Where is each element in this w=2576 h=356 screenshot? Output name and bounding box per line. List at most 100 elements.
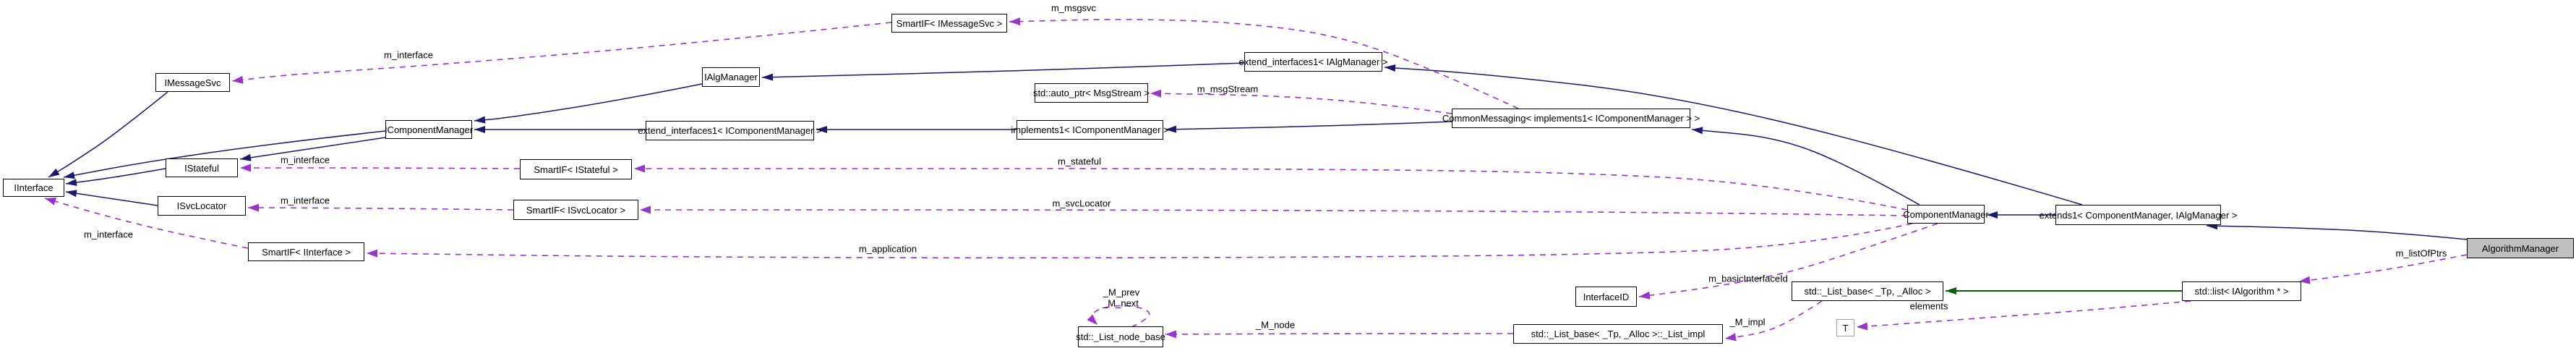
class-node-interfaceid[interactable]: InterfaceID (1575, 287, 1637, 307)
class-node-extend-interfaces1-icomponentmanager[interactable]: extend_interfaces1< IComponentManager > (638, 121, 822, 140)
class-node-label-smartif-istateful: SmartIF< IStateful > (534, 164, 618, 175)
arrowhead-list-node-base-self-loop (1087, 314, 1097, 325)
edge-commonmessaging-to-auto-ptr (1150, 93, 1452, 114)
class-node-label-ialgmanager: IAlgManager (704, 72, 758, 82)
class-node-istateful[interactable]: IStateful (166, 158, 238, 177)
class-node-label-extend-interfaces1-icomponentmanager: extend_interfaces1< IComponentManager > (638, 125, 822, 136)
edge-label-commonmessaging-to-smartif-imessagesvc: m_msgsvc (1050, 2, 1097, 14)
arrowhead-icomponentmanager-to-iinterface (64, 171, 75, 179)
edge-label-commonmessaging-to-auto-ptr: m_msgStream (1197, 83, 1259, 95)
arrowhead-commonmessaging-to-implements1 (1165, 125, 1177, 133)
edge-label-smartif-imessagesvc-to-imessagesvc: m_interface (384, 49, 433, 61)
class-node-label-std-list-base: std::_List_base< _Tp, _Alloc > (1804, 286, 1931, 297)
class-node-std-auto-ptr-msgstream[interactable]: std::auto_ptr< MsgStream > (1032, 83, 1150, 103)
arrowhead-smartif-imessagesvc-to-imessagesvc (232, 75, 244, 84)
edge-smartif-isvclocator-to-isvclocator (247, 207, 514, 211)
class-node-label-implements1-icomponentmanager: implements1< IComponentManager > (1011, 124, 1169, 135)
arrowhead-std-list-base-to-list-impl (1725, 333, 1737, 342)
class-node-isvclocator[interactable]: ISvcLocator (158, 196, 246, 216)
class-node-label-commonmessaging: CommonMessaging< implements1< IComponent… (1442, 113, 1700, 124)
arrowhead-implements1-to-extend-interfaces1-icm (816, 126, 827, 133)
edge-std-list-base-to-list-impl (1724, 300, 1823, 339)
arrowhead-istateful-to-iinterface (66, 179, 77, 187)
class-node-imessagesvc[interactable]: IMessageSvc (155, 73, 230, 92)
class-node-label-smartif-isvclocator: SmartIF< ISvcLocator > (526, 204, 626, 216)
edge-label-componentmanager-to-interfaceid: m_basicInterfaceId (1708, 273, 1788, 284)
arrowhead-std-list-to-std-list-base (1946, 287, 1956, 294)
class-node-implements1-icomponentmanager[interactable]: implements1< IComponentManager > (1011, 120, 1169, 140)
class-node-label-componentmanager: ComponentManager (1903, 208, 1989, 220)
edge-std-list-to-template-param-t (1856, 300, 2191, 328)
arrowhead-commonmessaging-to-smartif-imessagesvc (1009, 17, 1021, 26)
arrowhead-smartif-iinterface-to-iinterface (45, 197, 56, 205)
arrowhead-extends1-to-componentmanager (1987, 211, 1998, 219)
class-node-label-smartif-imessagesvc: SmartIF< IMessageSvc > (896, 17, 1003, 29)
class-node-std-list-node-base[interactable]: std::_List_node_base (1076, 326, 1165, 347)
class-node-label-interfaceid: InterfaceID (1583, 291, 1630, 302)
class-node-label-std-list-ialgorithm: std::list< IAlgorithm * > (2194, 286, 2289, 297)
class-node-icomponentmanager[interactable]: IComponentManager (384, 120, 474, 139)
class-node-iinterface[interactable]: IInterface (3, 179, 64, 197)
edge-label-std-list-to-template-param-t: elements (1909, 300, 1948, 312)
class-node-label-std-list-impl: std::_List_base< _Tp, _Alloc >::_List_im… (1531, 329, 1706, 339)
edge-smartif-istateful-to-istateful (240, 167, 521, 169)
edge-componentmanager-to-commonmessaging (1691, 129, 1920, 205)
class-node-label-icomponentmanager: IComponentManager (384, 124, 474, 135)
arrowhead-extend-interfaces1-iam-to-ialgmanager (762, 73, 774, 81)
edge-componentmanager-to-smartif-istateful (634, 168, 1908, 211)
edge-extends1-to-extend-interfaces1-iam (1384, 67, 2083, 205)
edge-istateful-to-iinterface (65, 168, 166, 185)
edge-extend-interfaces1-iam-to-ialgmanager (761, 62, 1245, 78)
class-node-label-template-param-t: T (1842, 322, 1849, 334)
class-node-ialgmanager[interactable]: IAlgManager (702, 67, 760, 87)
edge-smartif-iinterface-to-iinterface (44, 198, 249, 249)
class-node-smartif-iinterface[interactable]: SmartIF< IInterface > (248, 242, 364, 261)
edge-label-list-node-base-self-loop-0: _M_prev (1103, 287, 1140, 298)
edge-icomponentmanager-to-istateful (239, 137, 386, 160)
edge-componentmanager-to-smartif-iinterface (366, 223, 1913, 259)
arrowhead-extends1-to-extend-interfaces1-iam (1385, 64, 1396, 72)
arrowhead-componentmanager-to-commonmessaging (1692, 127, 1703, 135)
class-node-smartif-istateful[interactable]: SmartIF< IStateful > (520, 159, 632, 179)
edge-list-node-base-self-loop (1092, 305, 1150, 328)
class-node-std-list-base[interactable]: std::_List_base< _Tp, _Alloc > (1792, 281, 1943, 301)
edge-label-smartif-istateful-to-istateful: m_interface (281, 154, 330, 166)
class-node-std-list-impl[interactable]: std::_List_base< _Tp, _Alloc >::_List_im… (1513, 324, 1723, 344)
class-node-smartif-imessagesvc[interactable]: SmartIF< IMessageSvc > (891, 14, 1007, 33)
edge-commonmessaging-to-smartif-imessagesvc (1009, 19, 1519, 109)
arrowhead-smartif-isvclocator-to-isvclocator (248, 203, 260, 212)
arrowhead-std-list-to-template-param-t (1857, 322, 1868, 331)
class-node-label-imessagesvc: IMessageSvc (164, 77, 221, 88)
class-node-label-std-auto-ptr-msgstream: std::auto_ptr< MsgStream > (1032, 88, 1150, 98)
arrowhead-extend-interfaces1-icm-to-icomponentmanager (474, 126, 485, 133)
edge-label-componentmanager-to-smartif-iinterface: m_application (858, 243, 917, 255)
edge-algorithmmanager-to-extends1 (2206, 225, 2468, 240)
arrowhead-icomponentmanager-to-istateful (240, 153, 252, 161)
edge-label-smartif-iinterface-to-iinterface: m_interface (84, 229, 133, 240)
class-node-label-iinterface: IInterface (14, 182, 54, 193)
edge-componentmanager-to-interfaceid (1638, 223, 1938, 297)
arrowhead-isvclocator-to-iinterface (66, 190, 77, 198)
arrowhead-algorithmmanager-to-std-list (2299, 276, 2311, 284)
class-node-template-param-t: T (1836, 319, 1854, 336)
class-node-componentmanager[interactable]: ComponentManager (1903, 205, 1989, 224)
edge-label-algorithmmanager-to-std-list: m_listOfPtrs (2395, 247, 2447, 259)
class-node-std-list-ialgorithm[interactable]: std::list< IAlgorithm * > (2182, 281, 2301, 301)
class-node-commonmessaging[interactable]: CommonMessaging< implements1< IComponent… (1442, 109, 1700, 128)
class-node-label-extends1: extends1< ComponentManager, IAlgManager … (2039, 209, 2238, 221)
class-node-label-std-list-node-base: std::_List_node_base (1076, 331, 1165, 342)
arrowhead-smartif-istateful-to-istateful (240, 164, 251, 172)
arrowhead-componentmanager-to-interfaceid (1639, 291, 1651, 300)
class-node-label-algorithmmanager: AlgorithmManager (2481, 242, 2559, 254)
class-node-label-isvclocator: ISvcLocator (176, 200, 227, 211)
class-node-smartif-isvclocator[interactable]: SmartIF< ISvcLocator > (513, 200, 638, 220)
edge-label-componentmanager-to-smartif-istateful: m_stateful (1058, 156, 1101, 167)
edge-commonmessaging-to-implements1 (1165, 121, 1452, 130)
edge-smartif-imessagesvc-to-imessagesvc (231, 22, 892, 82)
class-node-extends1[interactable]: extends1< ComponentManager, IAlgManager … (2040, 205, 2237, 225)
class-node-extend-interfaces1-ialgmanager[interactable]: extend_interfaces1< IAlgManager > (1239, 52, 1387, 72)
arrowhead-commonmessaging-to-auto-ptr (1150, 89, 1162, 98)
edge-label-smartif-isvclocator-to-isvclocator: m_interface (281, 195, 330, 206)
arrowhead-componentmanager-to-smartif-isvclocator (640, 205, 651, 214)
